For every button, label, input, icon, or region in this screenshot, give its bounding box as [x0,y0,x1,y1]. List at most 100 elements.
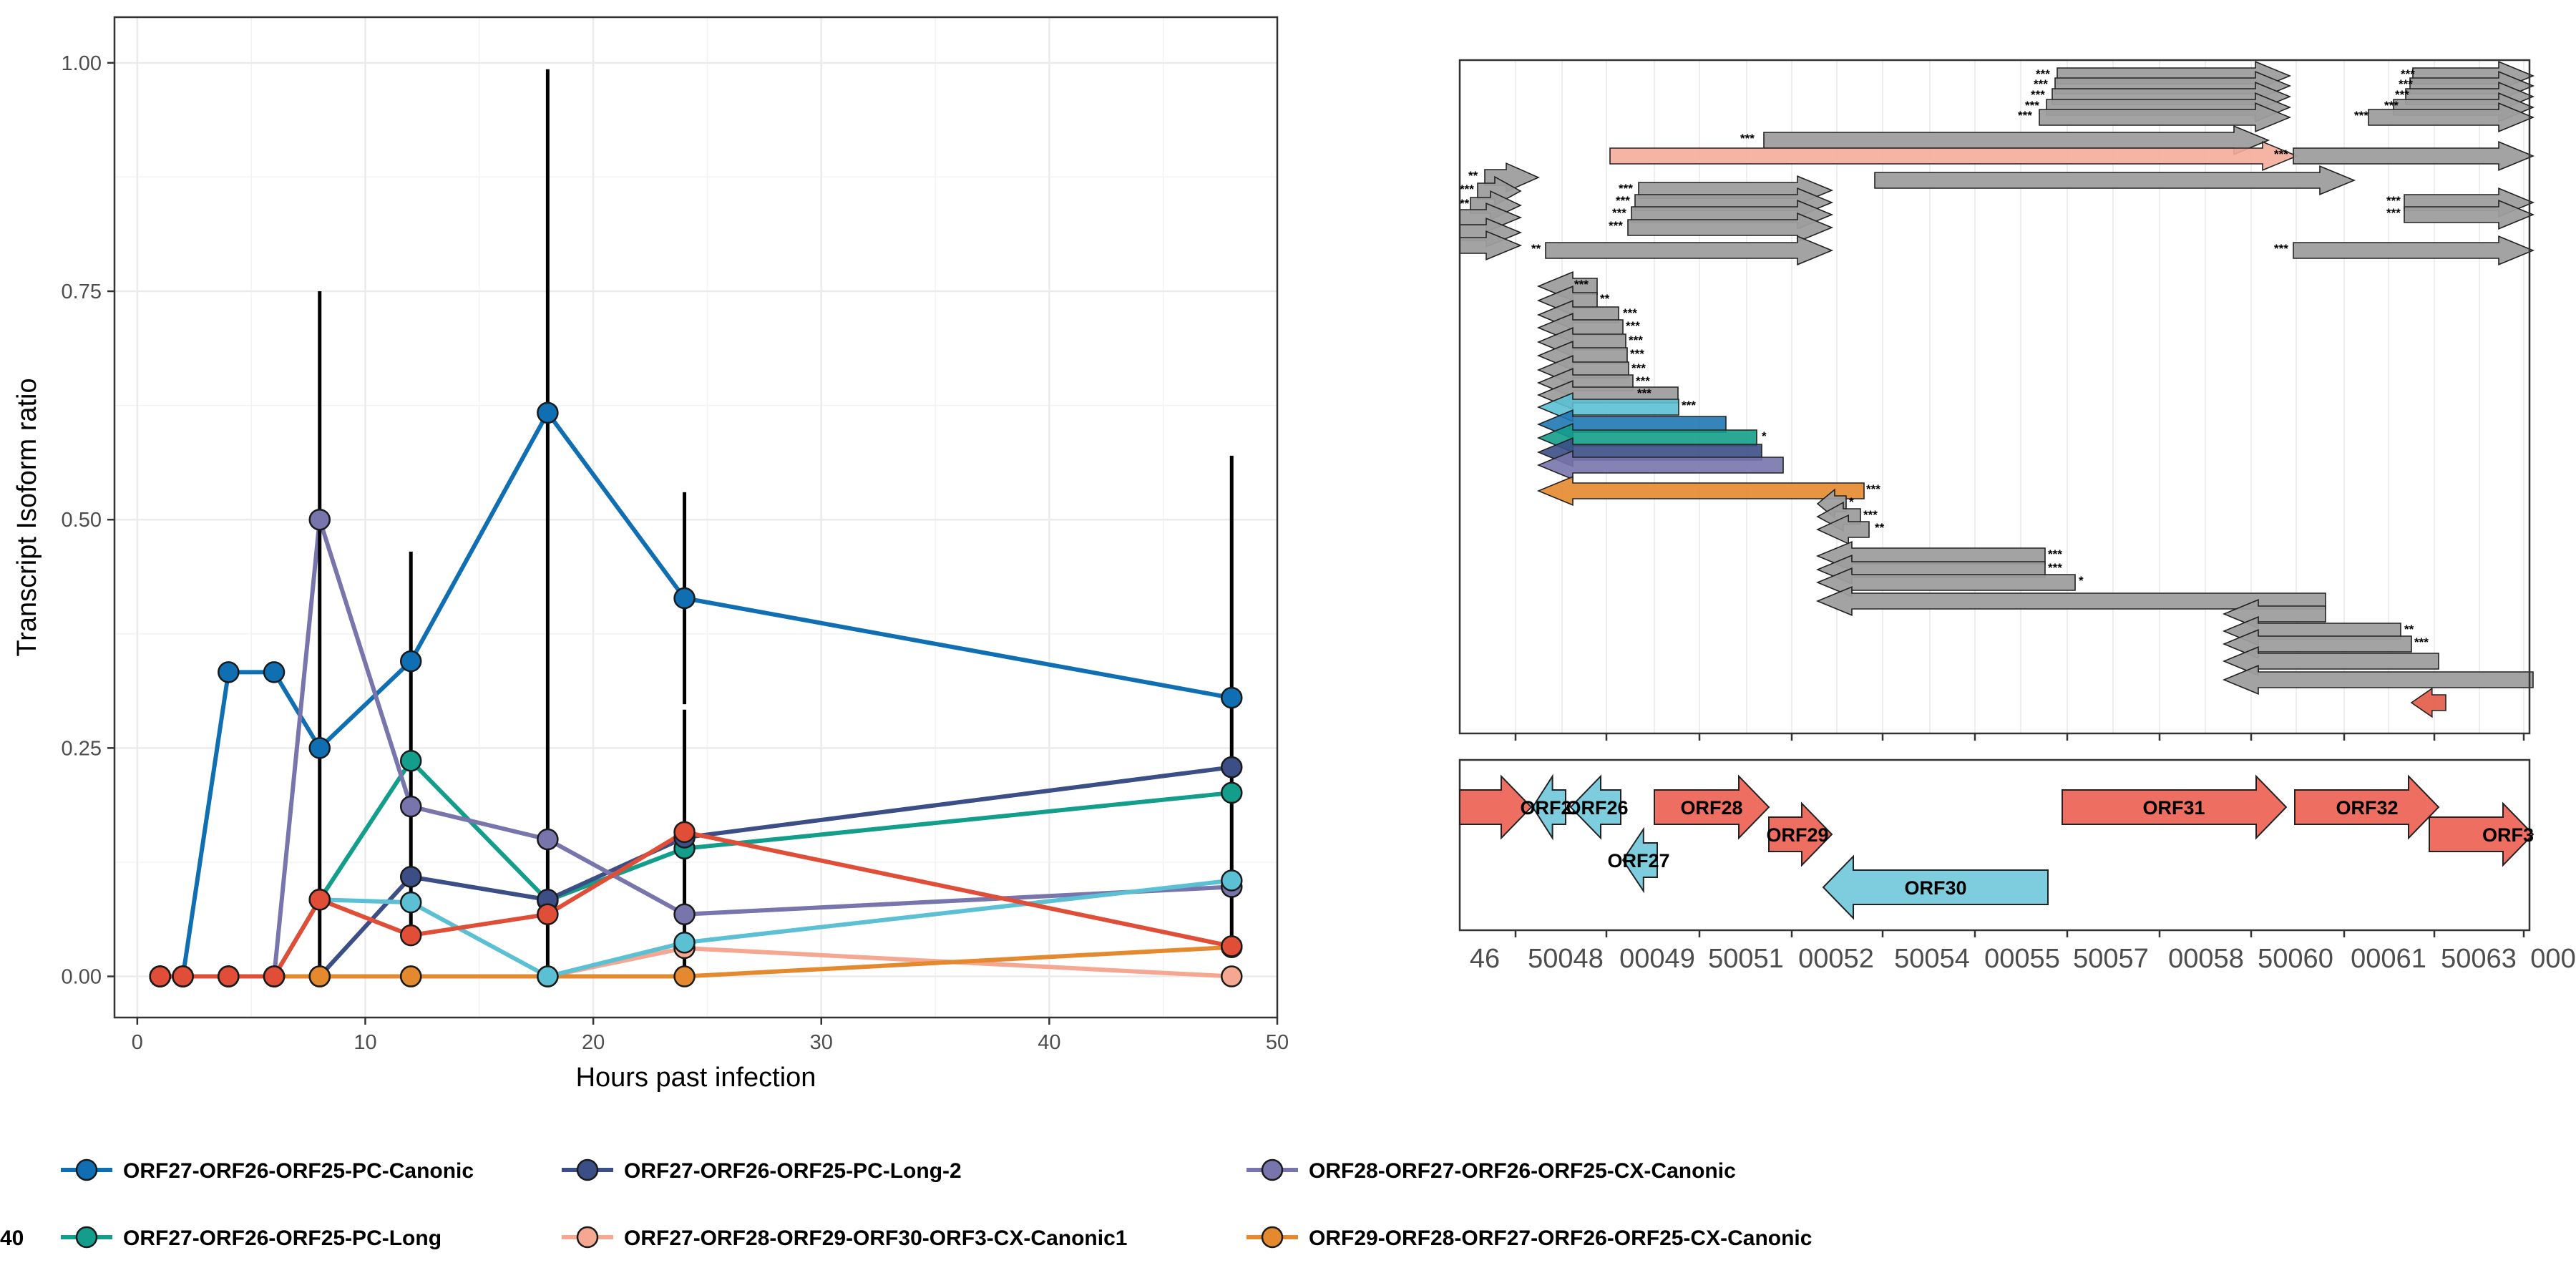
gene-label-5: ORF29 [1766,824,1828,846]
series-point-6 [537,965,559,987]
isoform-arrow-19 [1459,230,1523,260]
significance-stars: *** [1619,182,1633,195]
series-point-3 [1221,965,1243,987]
legend-label-4: ORF28-ORF27-ORF26-ORF25-CX-Canonic [1309,1159,1736,1183]
significance-stars: *** [2274,147,2288,161]
series-point-7 [149,965,171,987]
series-point-5 [673,965,696,987]
series-point-0 [263,661,286,683]
series-point-2 [399,866,422,888]
legend-label-1: ORF27-ORF26-ORF25-PC-Long [123,1226,441,1250]
plot-legend: 40 ORF27-ORF26-ORF25-PC-Canonic ORF27-ORF2… [0,1158,1812,1250]
significance-stars: *** [2414,635,2429,649]
gene-arrow-3 [1621,826,1658,894]
x-tick-label: 10 [353,1031,376,1054]
significance-stars: *** [1866,482,1880,496]
series-point-7 [308,889,331,911]
plot-border [113,16,1279,1019]
series-point-0 [673,587,696,610]
isoform-arrow-12 [2293,141,2535,171]
isoform-arrow-42 [1536,476,1865,506]
coordinate-tick-label: 50054 [1894,944,1970,974]
gene-label-7: ORF31 [2142,797,2205,819]
isoform-arrow-45 [1816,514,1870,545]
series-point-6 [1221,869,1243,892]
series-point-4 [537,828,559,851]
series-point-7 [218,965,240,987]
legend-key-point-0 [75,1158,98,1181]
gene-label-9: ORF3 [2482,824,2534,846]
plot-background [114,17,1277,1018]
series-point-0 [1221,686,1243,709]
significance-stars: *** [2025,99,2039,112]
legend-cut-label: 40 [0,1226,24,1250]
coordinate-tick-label: 46 [1470,944,1500,974]
significance-stars: * [1849,495,1854,509]
coordinate-tick-label: 50057 [2073,944,2149,974]
isoform-arrow-11 [1609,141,2299,171]
significance-stars: *** [2036,67,2050,81]
significance-stars: *** [1623,306,1637,320]
isoform-arrow-27 [2293,235,2535,265]
significance-stars: ** [1531,242,1541,255]
x-tick-label: 0 [132,1031,143,1054]
isoform-panel-border [1458,59,2531,735]
coordinate-tick-label: 50048 [1528,944,1604,974]
legend-label-3: ORF27-ORF28-ORF29-ORF30-ORF3-CX-Canonic1 [624,1226,1127,1250]
gene-arrow-1 [1531,774,1566,841]
series-point-7 [263,965,286,987]
legend-label-5: ORF29-ORF28-ORF27-ORF26-ORF25-CX-Canonic [1309,1226,1812,1250]
series-point-4 [399,795,422,818]
y-tick-label: 0.75 [62,280,102,303]
series-point-4 [308,508,331,531]
significance-stars: *** [1636,374,1650,388]
isoform-arrow-23 [1627,213,1834,243]
significance-stars: *** [1630,347,1644,361]
significance-stars: *** [2018,109,2032,122]
significance-stars: *** [2274,242,2288,255]
coordinate-tick-label: 00052 [1798,944,1874,974]
isoform-arrow-52 [2222,629,2412,659]
series-point-1 [399,749,422,772]
isoform-structure-panel: ****************************************… [1458,59,2535,741]
gene-arrow-8 [2294,774,2440,840]
significance-stars: *** [1574,278,1589,291]
significance-stars: *** [1609,219,1623,233]
significance-stars: * [1762,429,1767,443]
gene-arrow-0 [1459,774,1533,840]
gene-arrow-6 [1822,854,2049,920]
isoform-arrow-4 [2039,102,2292,132]
isoform-arrow-26 [2404,200,2535,230]
series-point-1 [1221,781,1243,804]
significance-stars: *** [2395,88,2409,102]
legend-key-point-4 [1261,1158,1284,1181]
series-point-2 [1221,756,1243,779]
y-tick-label: 0.00 [62,966,102,989]
coordinate-tick-label: 00061 [2351,944,2426,974]
gene-arrow-5 [1768,801,1833,867]
coordinate-tick-label: 00049 [1619,944,1695,974]
series-point-0 [537,401,559,424]
gene-arrow-7 [2062,774,2288,840]
series-point-7 [172,965,194,987]
significance-stars: *** [2034,77,2048,91]
significance-stars: ** [2404,623,2414,636]
y-tick-label: 0.50 [62,509,102,532]
significance-stars: *** [1629,333,1643,347]
series-point-5 [399,965,422,987]
significance-stars: ** [1600,292,1610,306]
x-tick-label: 40 [1038,1031,1060,1054]
isoform-arrow-54 [2222,665,2534,695]
coordinate-tick-label: 00055 [1984,944,2060,974]
isoform-arrow-41 [1536,450,1784,480]
series-point-0 [399,650,422,673]
gene-label-4: ORF28 [1680,797,1742,819]
significance-stars: *** [1616,194,1630,208]
x-tick-label: 20 [582,1031,605,1054]
gene-label-8: ORF32 [2336,797,2398,819]
significance-stars: ** [1460,197,1470,210]
coordinate-tick-label: 50060 [2258,944,2333,974]
isoform-arrow-55 [2410,687,2446,718]
coordinate-tick-label: 50063 [2441,944,2517,974]
